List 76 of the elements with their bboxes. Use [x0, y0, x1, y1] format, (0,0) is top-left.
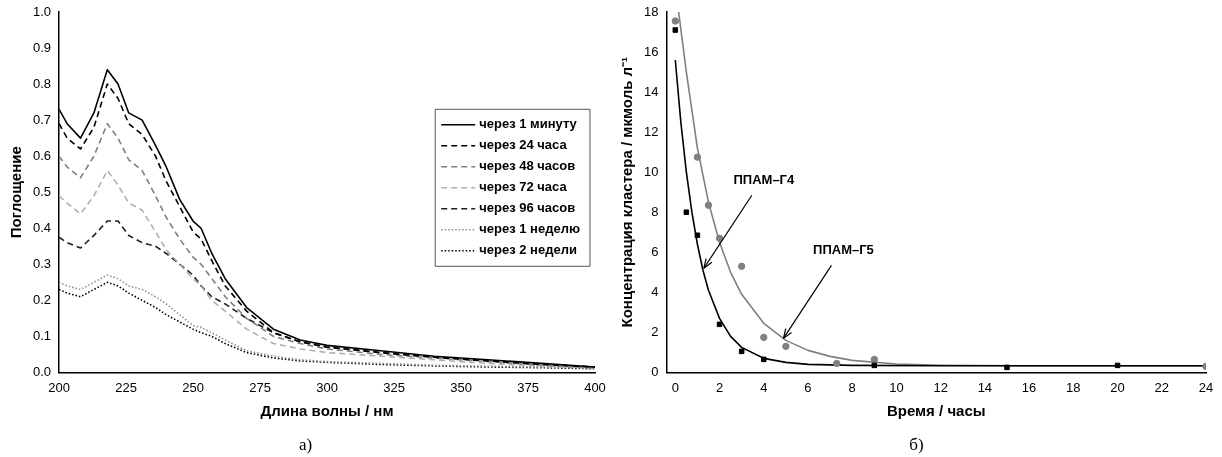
x-tick-label: 225 — [115, 379, 137, 395]
legend-label: через 24 часа — [479, 137, 568, 153]
point — [693, 153, 702, 161]
x-tick-label: 20 — [1110, 379, 1125, 395]
annotation: ППАМ–Г4 — [733, 172, 795, 188]
x-tick-label: 4 — [760, 379, 768, 395]
x-tick-label: 250 — [182, 379, 204, 395]
y-tick-label: 12 — [643, 123, 659, 139]
point — [716, 321, 723, 328]
x-tick-label: 275 — [249, 379, 271, 395]
legend-label: через 96 часов — [479, 200, 576, 216]
y-tick-label: 4 — [651, 283, 659, 299]
y-axis-title: Концентрация кластера / мкмоль л⁻¹ — [618, 56, 636, 328]
annotation: ППАМ–Г5 — [813, 242, 874, 258]
point — [671, 17, 680, 25]
text: а) — [297, 435, 314, 455]
y-tick-label: 0.5 — [32, 183, 52, 199]
point — [760, 356, 767, 363]
x-tick-label: 24 — [1198, 379, 1214, 395]
x-tick-label: 12 — [933, 379, 948, 395]
point — [672, 27, 679, 33]
point — [760, 333, 768, 342]
point — [694, 232, 701, 239]
y-tick-label: 14 — [643, 83, 659, 99]
point — [1114, 362, 1121, 369]
y-tick-label: 0 — [651, 363, 659, 379]
point — [870, 355, 879, 364]
y-tick-label: 0.4 — [32, 219, 52, 235]
x-tick-label: 10 — [889, 379, 904, 395]
y-tick-label: 0.1 — [32, 327, 52, 343]
y-tick-label: 6 — [651, 243, 659, 259]
x-tick-label: 300 — [316, 379, 338, 395]
legend-label: через 1 минуту — [479, 116, 578, 132]
x-tick-label: 8 — [848, 379, 856, 395]
point — [1004, 364, 1010, 371]
point — [715, 234, 724, 242]
y-tick-label: 10 — [643, 163, 659, 179]
point — [738, 348, 745, 355]
y-tick-label: 2 — [651, 323, 659, 339]
x-tick-label: 18 — [1066, 379, 1081, 395]
x-tick-label: 14 — [977, 379, 993, 395]
x-tick-label: 6 — [804, 379, 812, 395]
text: б) — [908, 435, 925, 455]
y-tick-label: 8 — [651, 203, 659, 219]
x-tick-label: 2 — [715, 379, 724, 395]
point — [737, 262, 746, 270]
y-tick-label: 0.9 — [32, 39, 52, 55]
y-tick-label: 0.3 — [32, 255, 52, 271]
legend-label: через 2 недели — [479, 242, 577, 258]
y-tick-label: 1.0 — [32, 3, 52, 19]
x-tick-label: 350 — [450, 379, 472, 395]
y-tick-label: 0.2 — [32, 291, 52, 307]
point — [871, 362, 878, 369]
x-axis-title: Время / часы — [886, 402, 986, 420]
point — [704, 201, 713, 209]
y-tick-label: 0.0 — [32, 363, 52, 379]
point — [782, 342, 790, 351]
y-tick-label: 18 — [643, 3, 659, 19]
legend-label: через 72 часа — [479, 179, 568, 195]
point — [833, 359, 841, 368]
y-tick-label: 0.8 — [32, 75, 52, 91]
y-tick-label: 0.6 — [32, 147, 52, 163]
x-axis-title: Длина волны / нм — [260, 402, 394, 420]
x-tick-label: 400 — [584, 379, 606, 395]
point — [683, 209, 690, 215]
x-tick-label: 22 — [1154, 379, 1170, 395]
x-tick-label: 16 — [1021, 379, 1037, 395]
y-axis-title: Поглощение — [7, 146, 25, 239]
legend-label: через 1 неделю — [479, 221, 581, 237]
y-tick-label: 0.7 — [32, 111, 52, 127]
x-tick-label: 0 — [671, 379, 679, 395]
x-tick-label: 375 — [517, 379, 539, 395]
legend-label: через 48 часов — [479, 158, 576, 174]
x-tick-label: 200 — [48, 379, 70, 395]
y-tick-label: 16 — [643, 43, 659, 59]
x-tick-label: 325 — [383, 379, 405, 395]
